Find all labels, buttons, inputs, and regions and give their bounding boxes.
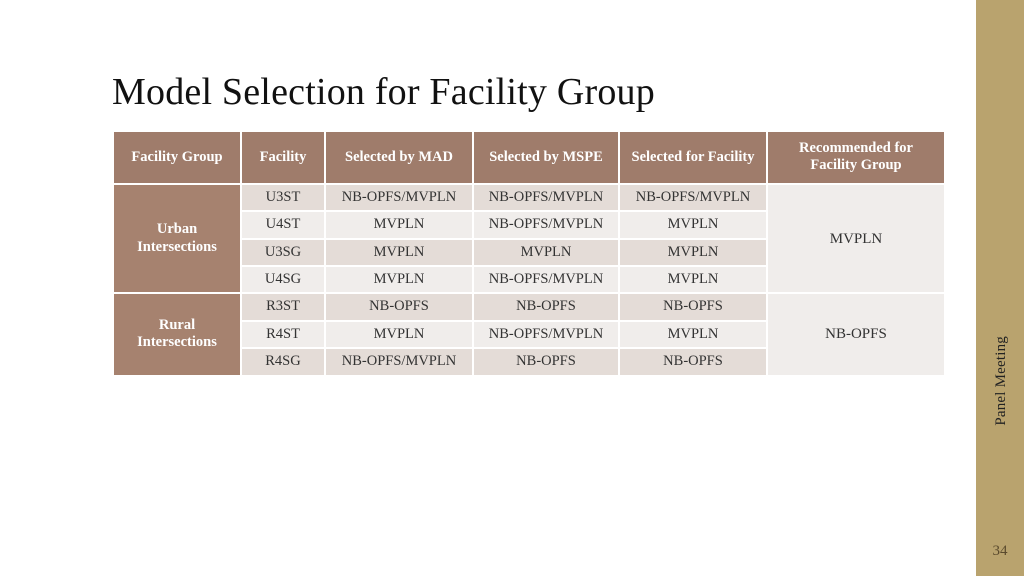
group-label-cell: Urban Intersections xyxy=(113,184,241,294)
cell-facility: U3SG xyxy=(241,239,325,266)
col-header-facility: Facility xyxy=(241,131,325,184)
model-selection-table-wrap: Facility Group Facility Selected by MAD … xyxy=(112,130,944,377)
table-body: Urban IntersectionsU3STNB-OPFS/MVPLNNB-O… xyxy=(113,184,945,376)
cell-mad: NB-OPFS/MVPLN xyxy=(325,184,473,211)
cell-mad: MVPLN xyxy=(325,266,473,293)
side-label: Panel Meeting xyxy=(993,336,1010,426)
model-selection-table: Facility Group Facility Selected by MAD … xyxy=(112,130,946,377)
cell-self: NB-OPFS/MVPLN xyxy=(619,184,767,211)
col-header-mspe: Selected by MSPE xyxy=(473,131,619,184)
cell-mad: NB-OPFS/MVPLN xyxy=(325,348,473,375)
cell-mad: MVPLN xyxy=(325,211,473,238)
cell-self: NB-OPFS xyxy=(619,293,767,320)
group-label-cell: Rural Intersections xyxy=(113,293,241,375)
cell-facility: R4ST xyxy=(241,321,325,348)
cell-self: MVPLN xyxy=(619,321,767,348)
cell-self: NB-OPFS xyxy=(619,348,767,375)
cell-self: MVPLN xyxy=(619,239,767,266)
recommended-cell: NB-OPFS xyxy=(767,293,945,375)
slide: Panel Meeting 34 Model Selection for Fac… xyxy=(0,0,1024,576)
cell-facility: R4SG xyxy=(241,348,325,375)
cell-mspe: NB-OPFS/MVPLN xyxy=(473,321,619,348)
col-header-recommended: Recommended for Facility Group xyxy=(767,131,945,184)
cell-facility: U3ST xyxy=(241,184,325,211)
cell-self: MVPLN xyxy=(619,266,767,293)
cell-mspe: NB-OPFS xyxy=(473,348,619,375)
table-row: Urban IntersectionsU3STNB-OPFS/MVPLNNB-O… xyxy=(113,184,945,211)
cell-mspe: NB-OPFS/MVPLN xyxy=(473,266,619,293)
cell-facility: U4ST xyxy=(241,211,325,238)
recommended-cell: MVPLN xyxy=(767,184,945,294)
col-header-facility-group: Facility Group xyxy=(113,131,241,184)
cell-mspe: MVPLN xyxy=(473,239,619,266)
cell-facility: R3ST xyxy=(241,293,325,320)
side-accent-bar: Panel Meeting 34 xyxy=(976,0,1024,576)
page-number: 34 xyxy=(976,543,1024,560)
cell-mad: MVPLN xyxy=(325,321,473,348)
col-header-mad: Selected by MAD xyxy=(325,131,473,184)
page-title: Model Selection for Facility Group xyxy=(112,70,655,114)
table-header-row: Facility Group Facility Selected by MAD … xyxy=(113,131,945,184)
cell-mspe: NB-OPFS/MVPLN xyxy=(473,211,619,238)
cell-mspe: NB-OPFS/MVPLN xyxy=(473,184,619,211)
cell-mspe: NB-OPFS xyxy=(473,293,619,320)
cell-self: MVPLN xyxy=(619,211,767,238)
col-header-self: Selected for Facility xyxy=(619,131,767,184)
cell-facility: U4SG xyxy=(241,266,325,293)
cell-mad: NB-OPFS xyxy=(325,293,473,320)
table-row: Rural IntersectionsR3STNB-OPFSNB-OPFSNB-… xyxy=(113,293,945,320)
cell-mad: MVPLN xyxy=(325,239,473,266)
